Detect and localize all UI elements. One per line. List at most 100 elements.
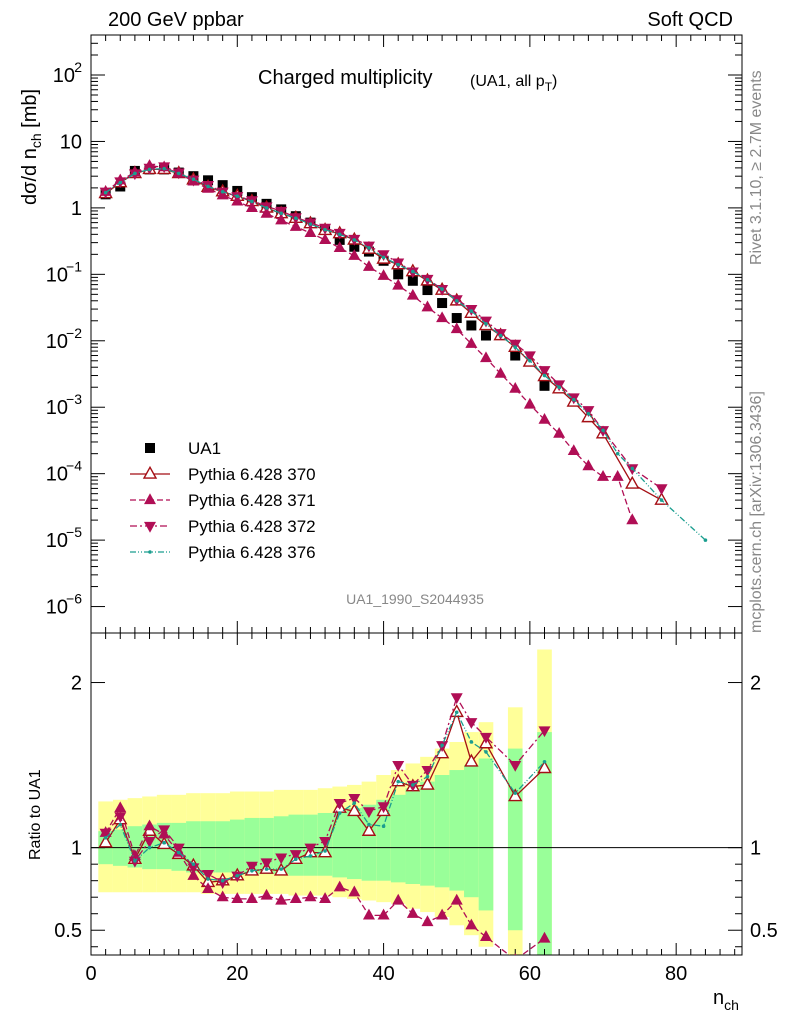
mcplots-info: mcplots.cern.ch [arXiv:1306.3436] [748, 391, 765, 633]
legend-marker [144, 493, 156, 505]
data-point [553, 426, 566, 438]
uncertainty-band-green [244, 817, 260, 875]
data-point [103, 190, 108, 195]
ratio-point [275, 893, 288, 905]
x-tick-label: 60 [519, 963, 541, 985]
data-point [422, 285, 433, 296]
series-line [105, 165, 633, 521]
ratio-point [289, 850, 302, 861]
ratio-point [235, 873, 240, 878]
data-point [264, 206, 269, 210]
data-point [523, 397, 536, 409]
data-point [630, 466, 635, 471]
legend-label: Pythia 6.428 370 [188, 465, 316, 484]
ratio-point [537, 760, 552, 774]
data-point [421, 300, 434, 312]
ratio-y-tick-label-right: 1 [750, 838, 761, 860]
uncertainty-band-green [215, 821, 230, 873]
ratio-line [105, 710, 545, 882]
data-point [425, 277, 430, 282]
data-point [567, 444, 580, 456]
uncertainty-band-green [361, 804, 377, 881]
ratio-point [176, 850, 181, 855]
data-point [367, 246, 371, 250]
data-point [571, 397, 576, 402]
ratio-point [538, 931, 551, 943]
data-point [362, 260, 375, 271]
data-point [597, 470, 610, 481]
ratio-point [147, 845, 152, 850]
data-point [407, 275, 418, 286]
data-point [377, 269, 390, 280]
data-point [348, 249, 361, 260]
ratio-point [514, 953, 517, 955]
ratio-point [260, 888, 273, 900]
data-point [206, 184, 210, 189]
ratio-point [319, 892, 332, 903]
data-point [582, 459, 595, 471]
y-tick-exponent: −1 [66, 258, 82, 274]
uncertainty-band-green [273, 816, 289, 875]
ratio-point [264, 867, 269, 871]
data-point [337, 232, 342, 237]
uncertainty-band-green [347, 808, 362, 880]
uncertainty-band-green [434, 775, 450, 888]
uncertainty-band-green [376, 799, 391, 881]
data-point [465, 337, 478, 348]
ratio-point [337, 811, 342, 815]
ratio-point [479, 732, 492, 744]
ratio-line [105, 806, 545, 955]
series-4 [103, 166, 708, 542]
ratio-point [450, 893, 463, 905]
ratio-point [294, 857, 298, 862]
legend-label: UA1 [188, 439, 221, 458]
ratio-point [304, 890, 317, 902]
ratio-point [250, 868, 254, 873]
legend-label: Pythia 6.428 372 [188, 517, 316, 536]
data-point [349, 241, 360, 252]
ratio-point [542, 760, 547, 764]
header-right: Soft QCD [647, 9, 733, 31]
data-point [191, 177, 196, 182]
ratio-y-tick-label: 0.5 [54, 920, 82, 942]
data-point [176, 171, 181, 176]
ratio-point [245, 861, 258, 873]
data-point [586, 411, 591, 416]
data-point [304, 226, 317, 238]
data-point [323, 227, 327, 232]
y-tick-label: 10 [46, 464, 68, 486]
series-3 [99, 162, 668, 496]
ratio-y-tick-label-right: 2 [750, 673, 761, 695]
ratio-point [425, 774, 430, 779]
series-1 [98, 161, 669, 505]
ratio-point [377, 802, 390, 814]
data-point [279, 211, 283, 216]
data-point [220, 189, 225, 194]
ratio-y-tick-label-right: 0.5 [750, 920, 778, 942]
ratio-point [114, 812, 127, 823]
ratio-point [392, 893, 405, 905]
y-tick-label: 10 [46, 530, 68, 552]
uncertainty-band-green [478, 758, 494, 911]
x-tick-label: 40 [372, 963, 394, 985]
data-point [235, 194, 240, 198]
rivet-info: Rivet 3.1.10, ≥ 2.7M events [748, 70, 765, 265]
data-point [659, 498, 664, 502]
uncertainty-band-green [420, 781, 435, 886]
legend: UA1 Pythia 6.428 370 Pythia 6.428 371 Pythi… [130, 439, 316, 562]
y-tick-label: 1 [71, 198, 82, 220]
data-point [538, 412, 551, 424]
ratio-point [187, 863, 200, 875]
x-axis-label: nch [713, 987, 739, 1013]
ratio-point [420, 776, 435, 790]
y-tick-label: 10 [46, 331, 68, 353]
data-point [538, 366, 551, 377]
data-point [289, 220, 302, 231]
data-point [542, 373, 547, 378]
chart-title: Charged multiplicity [258, 67, 433, 89]
y-tick-exponent: −5 [66, 524, 82, 540]
data-point [625, 475, 640, 489]
data-point [510, 350, 521, 361]
ratio-series-3 [103, 710, 547, 883]
uncertainty-band-green [229, 819, 245, 873]
